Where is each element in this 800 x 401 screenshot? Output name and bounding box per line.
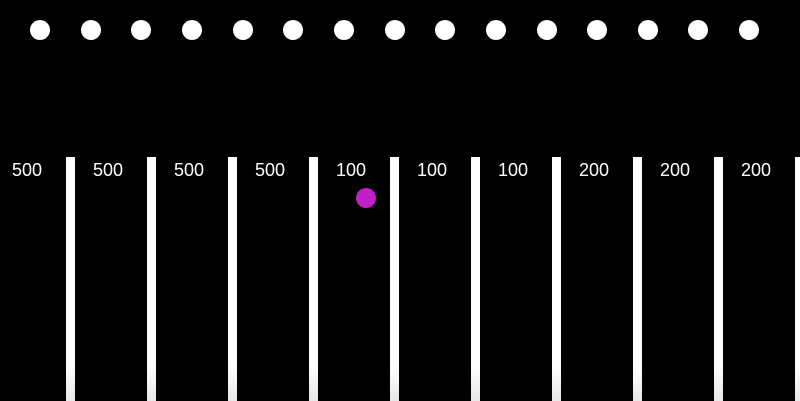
peg [283, 20, 304, 40]
slot-divider [795, 157, 800, 401]
slot-value-label: 200 [740, 160, 772, 180]
ball [356, 188, 376, 208]
peg [536, 20, 557, 40]
slot-value-label: 100 [497, 160, 529, 180]
slot-divider [714, 157, 723, 401]
peg [232, 20, 253, 40]
peg [739, 20, 760, 40]
peg [587, 20, 608, 40]
slot-value-label: 500 [254, 160, 286, 180]
slot-divider [309, 157, 318, 401]
peg [384, 20, 405, 40]
slot-value-label: 100 [416, 160, 448, 180]
slot-value-label: 100 [335, 160, 367, 180]
slot-value-label: 200 [578, 160, 610, 180]
peg [131, 20, 152, 40]
peg [181, 20, 202, 40]
slot-divider [552, 157, 561, 401]
slot-value-label: 200 [659, 160, 691, 180]
slot-divider [390, 157, 399, 401]
slot-value-label: 500 [92, 160, 124, 180]
slot-value-label: 500 [11, 160, 43, 180]
peg [30, 20, 50, 40]
slot-divider [66, 157, 75, 401]
slot-divider [633, 157, 642, 401]
peg [637, 20, 658, 40]
slot-divider [147, 157, 156, 401]
slot-divider [228, 157, 237, 401]
slot-value-label: 500 [173, 160, 205, 180]
peg [333, 20, 354, 40]
slot-divider [471, 157, 480, 401]
peg [435, 20, 456, 40]
peg [688, 20, 709, 40]
peg [485, 20, 506, 40]
peg [80, 20, 101, 40]
